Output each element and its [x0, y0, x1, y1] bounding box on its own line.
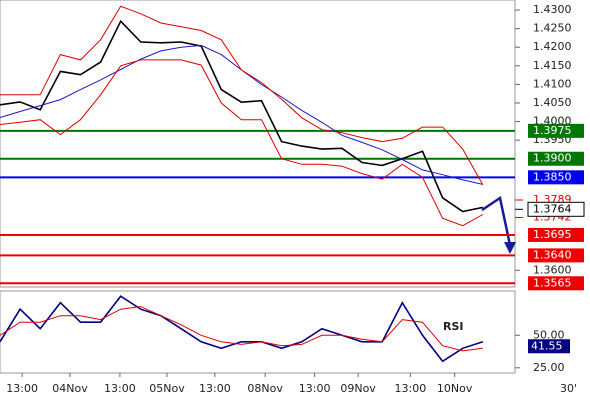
x-tick-label: 10Nov	[437, 382, 473, 395]
x-tick-label: 04Nov	[52, 382, 88, 395]
series-line	[0, 306, 483, 352]
level-box	[528, 227, 584, 242]
series-line	[0, 5, 484, 186]
level-box	[528, 170, 584, 185]
level-box	[528, 248, 584, 263]
y-tick-label: 1.4200	[533, 40, 572, 53]
x-tick-label: 13:00	[199, 382, 231, 395]
level-label: 1.3900	[533, 152, 572, 165]
rsi-panel	[0, 290, 516, 374]
level-label: 1.3565	[533, 276, 572, 289]
rsi-value-label: 41.55	[531, 339, 563, 352]
level-label: 1.3975	[533, 124, 572, 137]
y-tick-label: 1.4150	[533, 59, 572, 72]
y-tick-label: 1.4050	[533, 96, 572, 109]
series-line	[0, 19, 483, 213]
y-tick-label: 25.00	[533, 361, 565, 374]
x-tick-label: 09Nov	[340, 382, 376, 395]
x-tick-label: 13:00	[395, 382, 427, 395]
level-box	[528, 276, 584, 291]
y-tick-label: 1.4250	[533, 22, 572, 35]
level-box	[528, 123, 584, 138]
timeframe: 30'	[560, 382, 577, 395]
level-label: 1.3640	[533, 248, 572, 261]
series-line	[0, 59, 484, 227]
y-tick-label: 1.4100	[533, 77, 572, 90]
level-label: 1.3695	[533, 228, 572, 241]
price-box	[527, 201, 585, 217]
level-box	[528, 151, 584, 166]
y-tick-label: 1.3600	[533, 263, 572, 276]
arrow-head	[504, 242, 516, 254]
x-tick-label: 08Nov	[247, 382, 283, 395]
rsi-title: RSI	[443, 320, 464, 333]
x-tick-label: 13:00	[299, 382, 331, 395]
rsi-value-box	[528, 339, 570, 354]
y-tick-label: 1.4300	[533, 3, 572, 16]
price-label: 1.3764	[533, 202, 572, 215]
y-tick-label: 50.00	[533, 328, 565, 341]
series-line	[0, 295, 484, 363]
price-panel	[0, 0, 516, 288]
x-tick-label: 13:00	[6, 382, 38, 395]
x-tick-label: 05Nov	[149, 382, 185, 395]
level-label: 1.3850	[533, 170, 572, 183]
projection-arrow	[481, 195, 512, 246]
x-tick-label: 13:00	[104, 382, 136, 395]
